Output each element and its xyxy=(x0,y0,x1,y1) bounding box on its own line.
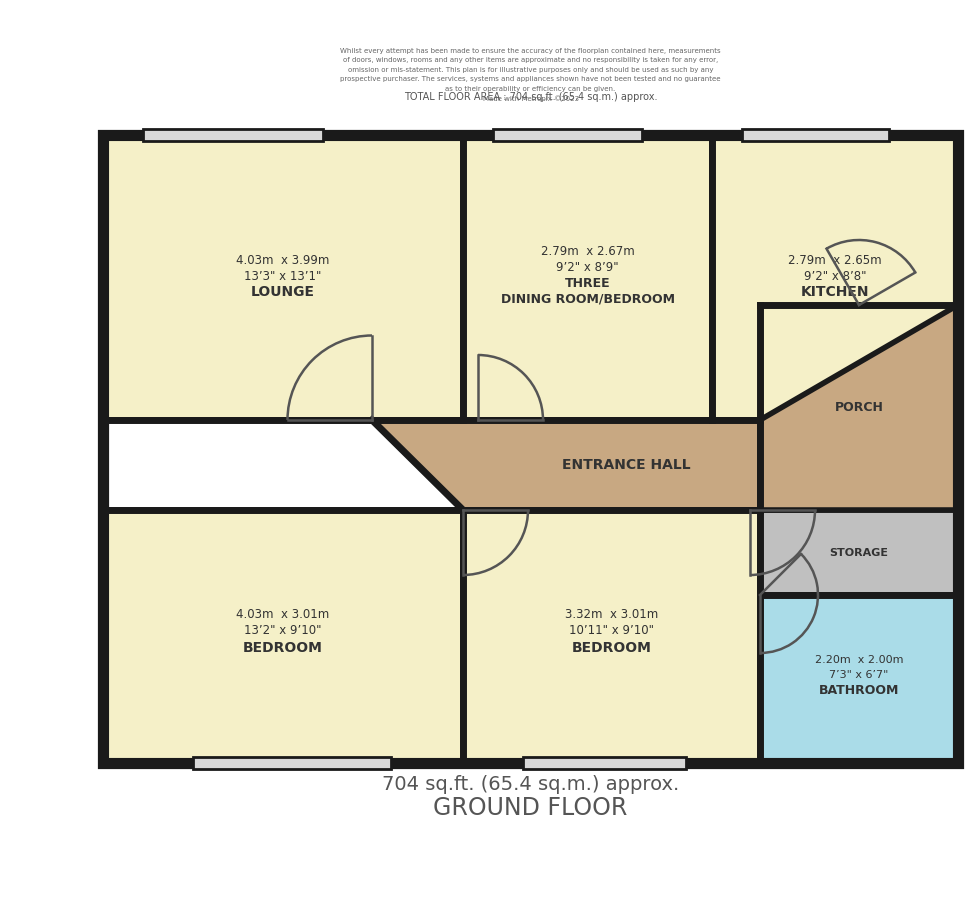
Text: 13’3" x 13’1": 13’3" x 13’1" xyxy=(244,270,321,283)
Text: 9’2" x 8’8": 9’2" x 8’8" xyxy=(804,270,866,283)
Text: 9’2" x 8’9": 9’2" x 8’9" xyxy=(557,261,618,274)
Text: KITCHEN: KITCHEN xyxy=(801,286,869,299)
Bar xyxy=(712,135,958,420)
Text: STORAGE: STORAGE xyxy=(829,548,889,558)
Bar xyxy=(523,757,686,769)
Text: 704 sq.ft. (65.4 sq.m.) approx.: 704 sq.ft. (65.4 sq.m.) approx. xyxy=(382,775,679,794)
Text: 3.32m  x 3.01m: 3.32m x 3.01m xyxy=(564,608,659,621)
Text: ENTRANCE HALL: ENTRANCE HALL xyxy=(563,458,691,472)
Text: THREE: THREE xyxy=(564,277,611,290)
Polygon shape xyxy=(372,420,760,510)
Text: GROUND FLOOR: GROUND FLOOR xyxy=(433,796,627,820)
Text: DINING ROOM/BEDROOM: DINING ROOM/BEDROOM xyxy=(501,293,674,306)
Text: PORCH: PORCH xyxy=(835,401,883,414)
Text: LOUNGE: LOUNGE xyxy=(251,286,315,299)
Text: 13’2" x 9’10": 13’2" x 9’10" xyxy=(244,624,321,637)
Text: 4.03m  x 3.99m: 4.03m x 3.99m xyxy=(236,254,329,267)
Bar xyxy=(193,757,391,769)
Text: 7’3" x 6’7": 7’3" x 6’7" xyxy=(829,670,889,680)
Text: BATHROOM: BATHROOM xyxy=(819,684,900,697)
Bar xyxy=(103,510,463,763)
Text: BEDROOM: BEDROOM xyxy=(243,642,323,655)
Bar xyxy=(103,135,463,420)
Text: Whilst every attempt has been made to ensure the accuracy of the floorplan conta: Whilst every attempt has been made to en… xyxy=(340,47,721,102)
Text: 2.20m  x 2.00m: 2.20m x 2.00m xyxy=(814,655,904,665)
Text: 2.79m  x 2.67m: 2.79m x 2.67m xyxy=(541,245,634,258)
Bar xyxy=(742,129,889,141)
Bar xyxy=(760,510,958,595)
Bar xyxy=(103,135,958,763)
Bar xyxy=(463,135,712,420)
Polygon shape xyxy=(760,305,958,510)
Bar xyxy=(493,129,642,141)
Text: 10’11" x 9’10": 10’11" x 9’10" xyxy=(569,624,654,637)
Text: 2.79m  x 2.65m: 2.79m x 2.65m xyxy=(788,254,882,267)
Text: TOTAL FLOOR AREA : 704 sq.ft. (65.4 sq.m.) approx.: TOTAL FLOOR AREA : 704 sq.ft. (65.4 sq.m… xyxy=(404,92,658,102)
Bar xyxy=(103,135,958,763)
Text: 4.03m  x 3.01m: 4.03m x 3.01m xyxy=(236,608,329,621)
Bar xyxy=(463,510,760,763)
Bar xyxy=(760,595,958,763)
Bar xyxy=(143,129,323,141)
Text: BEDROOM: BEDROOM xyxy=(571,642,652,655)
